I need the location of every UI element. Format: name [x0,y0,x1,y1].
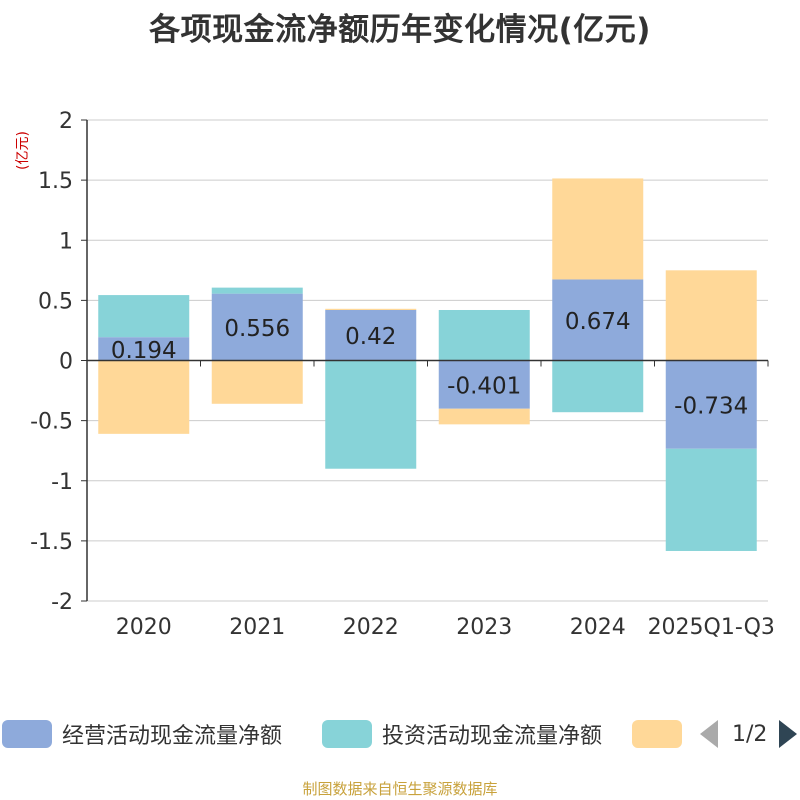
legend-pager: 1/2 [700,716,798,752]
bar-financing [552,178,644,280]
legend-swatch-operating [2,720,52,748]
chart-title: 各项现金流净额历年变化情况(亿元) [149,12,651,48]
x-tick-label: 2023 [456,615,512,640]
bar-financing [98,360,190,434]
bar-operating [211,293,303,361]
labels: 2 1.5 1 0.5 0 -0.5 -1 -1.5 -2 0.194 2020 0.556 2021 0… [30,109,775,640]
data-label: 0.674 [565,309,631,335]
legend-prev-arrow-icon[interactable] [700,720,718,748]
bar-investing [552,360,644,413]
data-label: -0.401 [447,374,521,400]
grid-lines [87,119,768,602]
bar-financing [665,270,757,361]
legend-swatch-financing [632,720,682,748]
y-tick-label: 1.5 [38,169,73,194]
bar-investing [98,295,190,338]
axes [81,119,769,602]
legend-label-operating: 经营活动现金流量净额 [62,724,283,749]
data-label: 0.42 [345,324,396,350]
bars [98,178,757,551]
x-tick-label: 2021 [229,615,285,640]
bar-investing [665,448,757,551]
bar-investing [438,309,530,361]
y-tick-label: 0.5 [38,289,73,314]
bar-operating [98,337,190,361]
data-label: -0.734 [674,394,748,420]
x-tick-label: 2022 [343,615,399,640]
bar-financing [211,360,303,404]
bar-financing [438,408,530,425]
bar-operating [552,279,644,361]
bar-operating [665,360,757,449]
data-label: 0.194 [111,338,177,364]
y-tick-label: -0.5 [30,410,73,435]
bar-operating [325,309,417,361]
x-tick-label: 2024 [570,615,626,640]
y-tick-label: 1 [59,229,73,254]
x-tick-label: 2025Q1-Q3 [648,615,775,640]
data-label: 0.556 [224,316,290,342]
legend-item-financing[interactable] [632,716,692,752]
y-tick-label: 2 [59,109,73,134]
y-tick-label: 0 [59,350,73,375]
legend-item-operating[interactable]: 经营活动现金流量净额 [2,716,282,752]
x-tick-label: 2020 [116,615,172,640]
bar-operating [438,360,530,409]
legend-label-investing: 投资活动现金流量净额 [382,724,603,749]
bar-investing [211,287,303,294]
legend-page-indicator: 1/2 [732,721,768,747]
y-tick-label: -2 [51,590,73,615]
data-source-note: 制图数据来自恒生聚源数据库 [302,780,498,798]
legend-swatch-investing [322,720,372,748]
legend-item-investing[interactable]: 投资活动现金流量净额 [322,716,602,752]
legend: 经营活动现金流量净额 投资活动现金流量净额 [0,716,800,752]
chart-plot: 2 1.5 1 0.5 0 -0.5 -1 -1.5 -2 0.194 2020 0.556 2021 0… [30,109,775,640]
bar-financing [325,308,417,310]
y-tick-label: -1.5 [30,530,73,555]
bar-investing [325,360,417,469]
legend-next-arrow-icon[interactable] [779,720,798,748]
y-tick-label: -1 [51,470,73,495]
